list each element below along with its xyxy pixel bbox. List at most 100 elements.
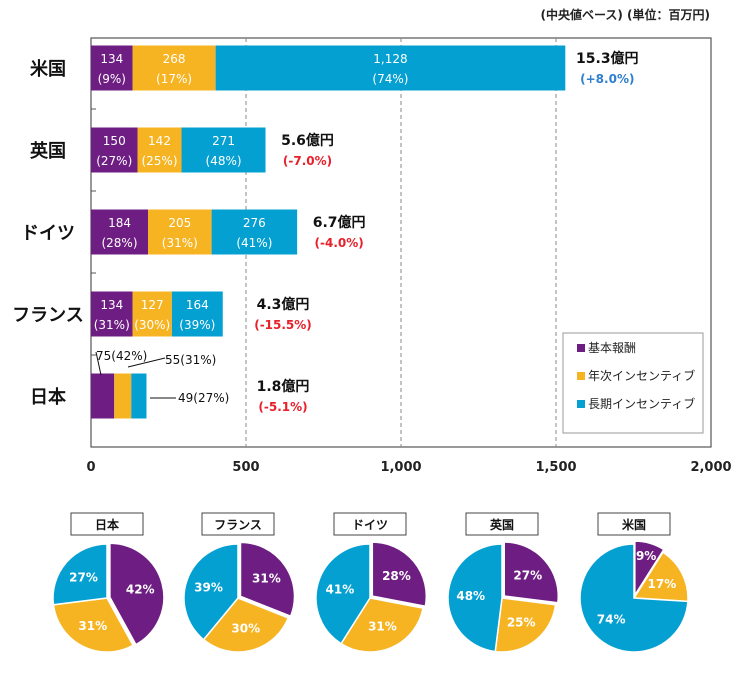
bar-pct-label: (39%) xyxy=(179,318,215,332)
category-label: ドイツ xyxy=(21,223,75,244)
annotation-annual: 55(31%) xyxy=(165,353,216,367)
pie-slice-label: 27% xyxy=(513,568,542,582)
bar-pct-label: (74%) xyxy=(372,72,408,86)
pie-slice-label: 25% xyxy=(507,616,536,630)
pie-title: ドイツ xyxy=(352,518,388,532)
x-tick-label: 2,000 xyxy=(690,460,731,475)
pie-slice xyxy=(52,543,108,606)
bar-segment xyxy=(114,373,132,419)
pie-title: フランス xyxy=(214,518,262,532)
bar-segment xyxy=(91,127,138,173)
bar-value-label: 164 xyxy=(186,298,209,312)
pie-slice-label: 31% xyxy=(78,619,107,633)
x-tick-label: 500 xyxy=(232,460,259,475)
bar-pct-label: (48%) xyxy=(206,154,242,168)
bar-segment xyxy=(132,291,172,337)
bar-pct-label: (30%) xyxy=(134,318,170,332)
pie-slice-label: 48% xyxy=(456,589,485,603)
pie-slice xyxy=(579,543,689,653)
total-label: 6.7億円 xyxy=(313,214,366,231)
category-label: 米国 xyxy=(30,58,66,80)
category-label: フランス xyxy=(12,305,84,326)
legend-box xyxy=(562,332,704,434)
bar-pct-label: (41%) xyxy=(236,236,272,250)
change-label: (-15.5%) xyxy=(254,318,312,332)
total-label: 1.8億円 xyxy=(257,378,310,395)
annotation-base: 75(42%) xyxy=(96,349,147,363)
pie-slice-label: 9% xyxy=(636,549,656,563)
bar-segment xyxy=(132,45,216,91)
change-label: (-4.0%) xyxy=(315,236,364,250)
bar-value-label: 150 xyxy=(103,134,126,148)
bar-segment xyxy=(171,291,223,337)
bar-segment xyxy=(211,209,298,255)
bar-segment xyxy=(137,127,182,173)
legend-label: 長期インセンティブ xyxy=(588,396,695,411)
legend-swatch xyxy=(577,400,585,408)
pie-title-box xyxy=(201,512,275,536)
bar-segment xyxy=(215,45,566,91)
bar-segment xyxy=(91,373,115,419)
change-label: (-5.1%) xyxy=(258,400,307,414)
annotation-arrow xyxy=(95,351,102,376)
bar-segment xyxy=(91,209,149,255)
bar-value-label: 142 xyxy=(148,134,171,148)
bar-value-label: 205 xyxy=(168,216,191,230)
pie-slice xyxy=(447,543,503,653)
pie-slice xyxy=(109,542,165,646)
pie-slice xyxy=(202,597,290,653)
pie-slice xyxy=(634,540,665,598)
pie-slice-label: 27% xyxy=(69,570,98,584)
pie-slice-label: 30% xyxy=(231,621,260,635)
bar-value-label: 271 xyxy=(212,134,235,148)
pie-slice-label: 41% xyxy=(326,582,355,596)
pie-slice xyxy=(503,541,559,604)
pie-title-box xyxy=(70,512,144,536)
category-label: 英国 xyxy=(29,140,66,162)
pie-slice-label: 31% xyxy=(368,620,397,634)
bar-segment xyxy=(148,209,212,255)
bar-value-label: 127 xyxy=(141,298,164,312)
pie-slice xyxy=(52,597,135,653)
total-label: 4.3億円 xyxy=(257,296,310,313)
x-tick-label: 0 xyxy=(86,460,95,475)
bar-pct-label: (25%) xyxy=(141,154,177,168)
bar-value-label: 276 xyxy=(243,216,266,230)
bar-pct-label: (17%) xyxy=(156,72,192,86)
unit-note: (中央値ベース) (単位：百万円) xyxy=(540,8,710,22)
bar-segment xyxy=(91,291,133,337)
x-tick-label: 1,500 xyxy=(535,460,576,475)
x-tick-label: 1,000 xyxy=(380,460,421,475)
bar-pct-label: (31%) xyxy=(94,318,130,332)
change-label: (-7.0%) xyxy=(283,154,332,168)
bar-value-label: 184 xyxy=(108,216,131,230)
pie-slice-label: 17% xyxy=(648,577,677,591)
pie-slice xyxy=(239,541,296,618)
pie-slice xyxy=(315,543,371,645)
change-label: (+8.0%) xyxy=(580,72,634,86)
pie-slice xyxy=(494,597,557,653)
pie-title-box xyxy=(465,512,539,536)
pie-slice-label: 42% xyxy=(126,582,155,596)
bar-value-label: 1,128 xyxy=(373,52,407,66)
pie-slice xyxy=(371,541,428,608)
bar-pct-label: (31%) xyxy=(162,236,198,250)
bar-segment xyxy=(91,45,133,91)
bar-segment xyxy=(131,373,147,419)
bar-value-label: 134 xyxy=(100,52,123,66)
bar-segment xyxy=(181,127,266,173)
bar-pct-label: (27%) xyxy=(96,154,132,168)
bar-value-label: 268 xyxy=(163,52,186,66)
legend-label: 年次インセンティブ xyxy=(588,368,695,383)
bar-pct-label: (9%) xyxy=(98,72,126,86)
annotation-long: 49(27%) xyxy=(178,391,229,405)
pie-title-box xyxy=(597,512,671,536)
pie-slice-label: 39% xyxy=(194,580,223,594)
bar-value-label: 134 xyxy=(100,298,123,312)
total-label: 5.6億円 xyxy=(281,132,334,149)
total-label: 15.3億円 xyxy=(576,50,639,67)
annotation-arrow xyxy=(127,357,166,368)
pie-slice xyxy=(183,543,239,641)
pie-slice xyxy=(632,551,689,603)
